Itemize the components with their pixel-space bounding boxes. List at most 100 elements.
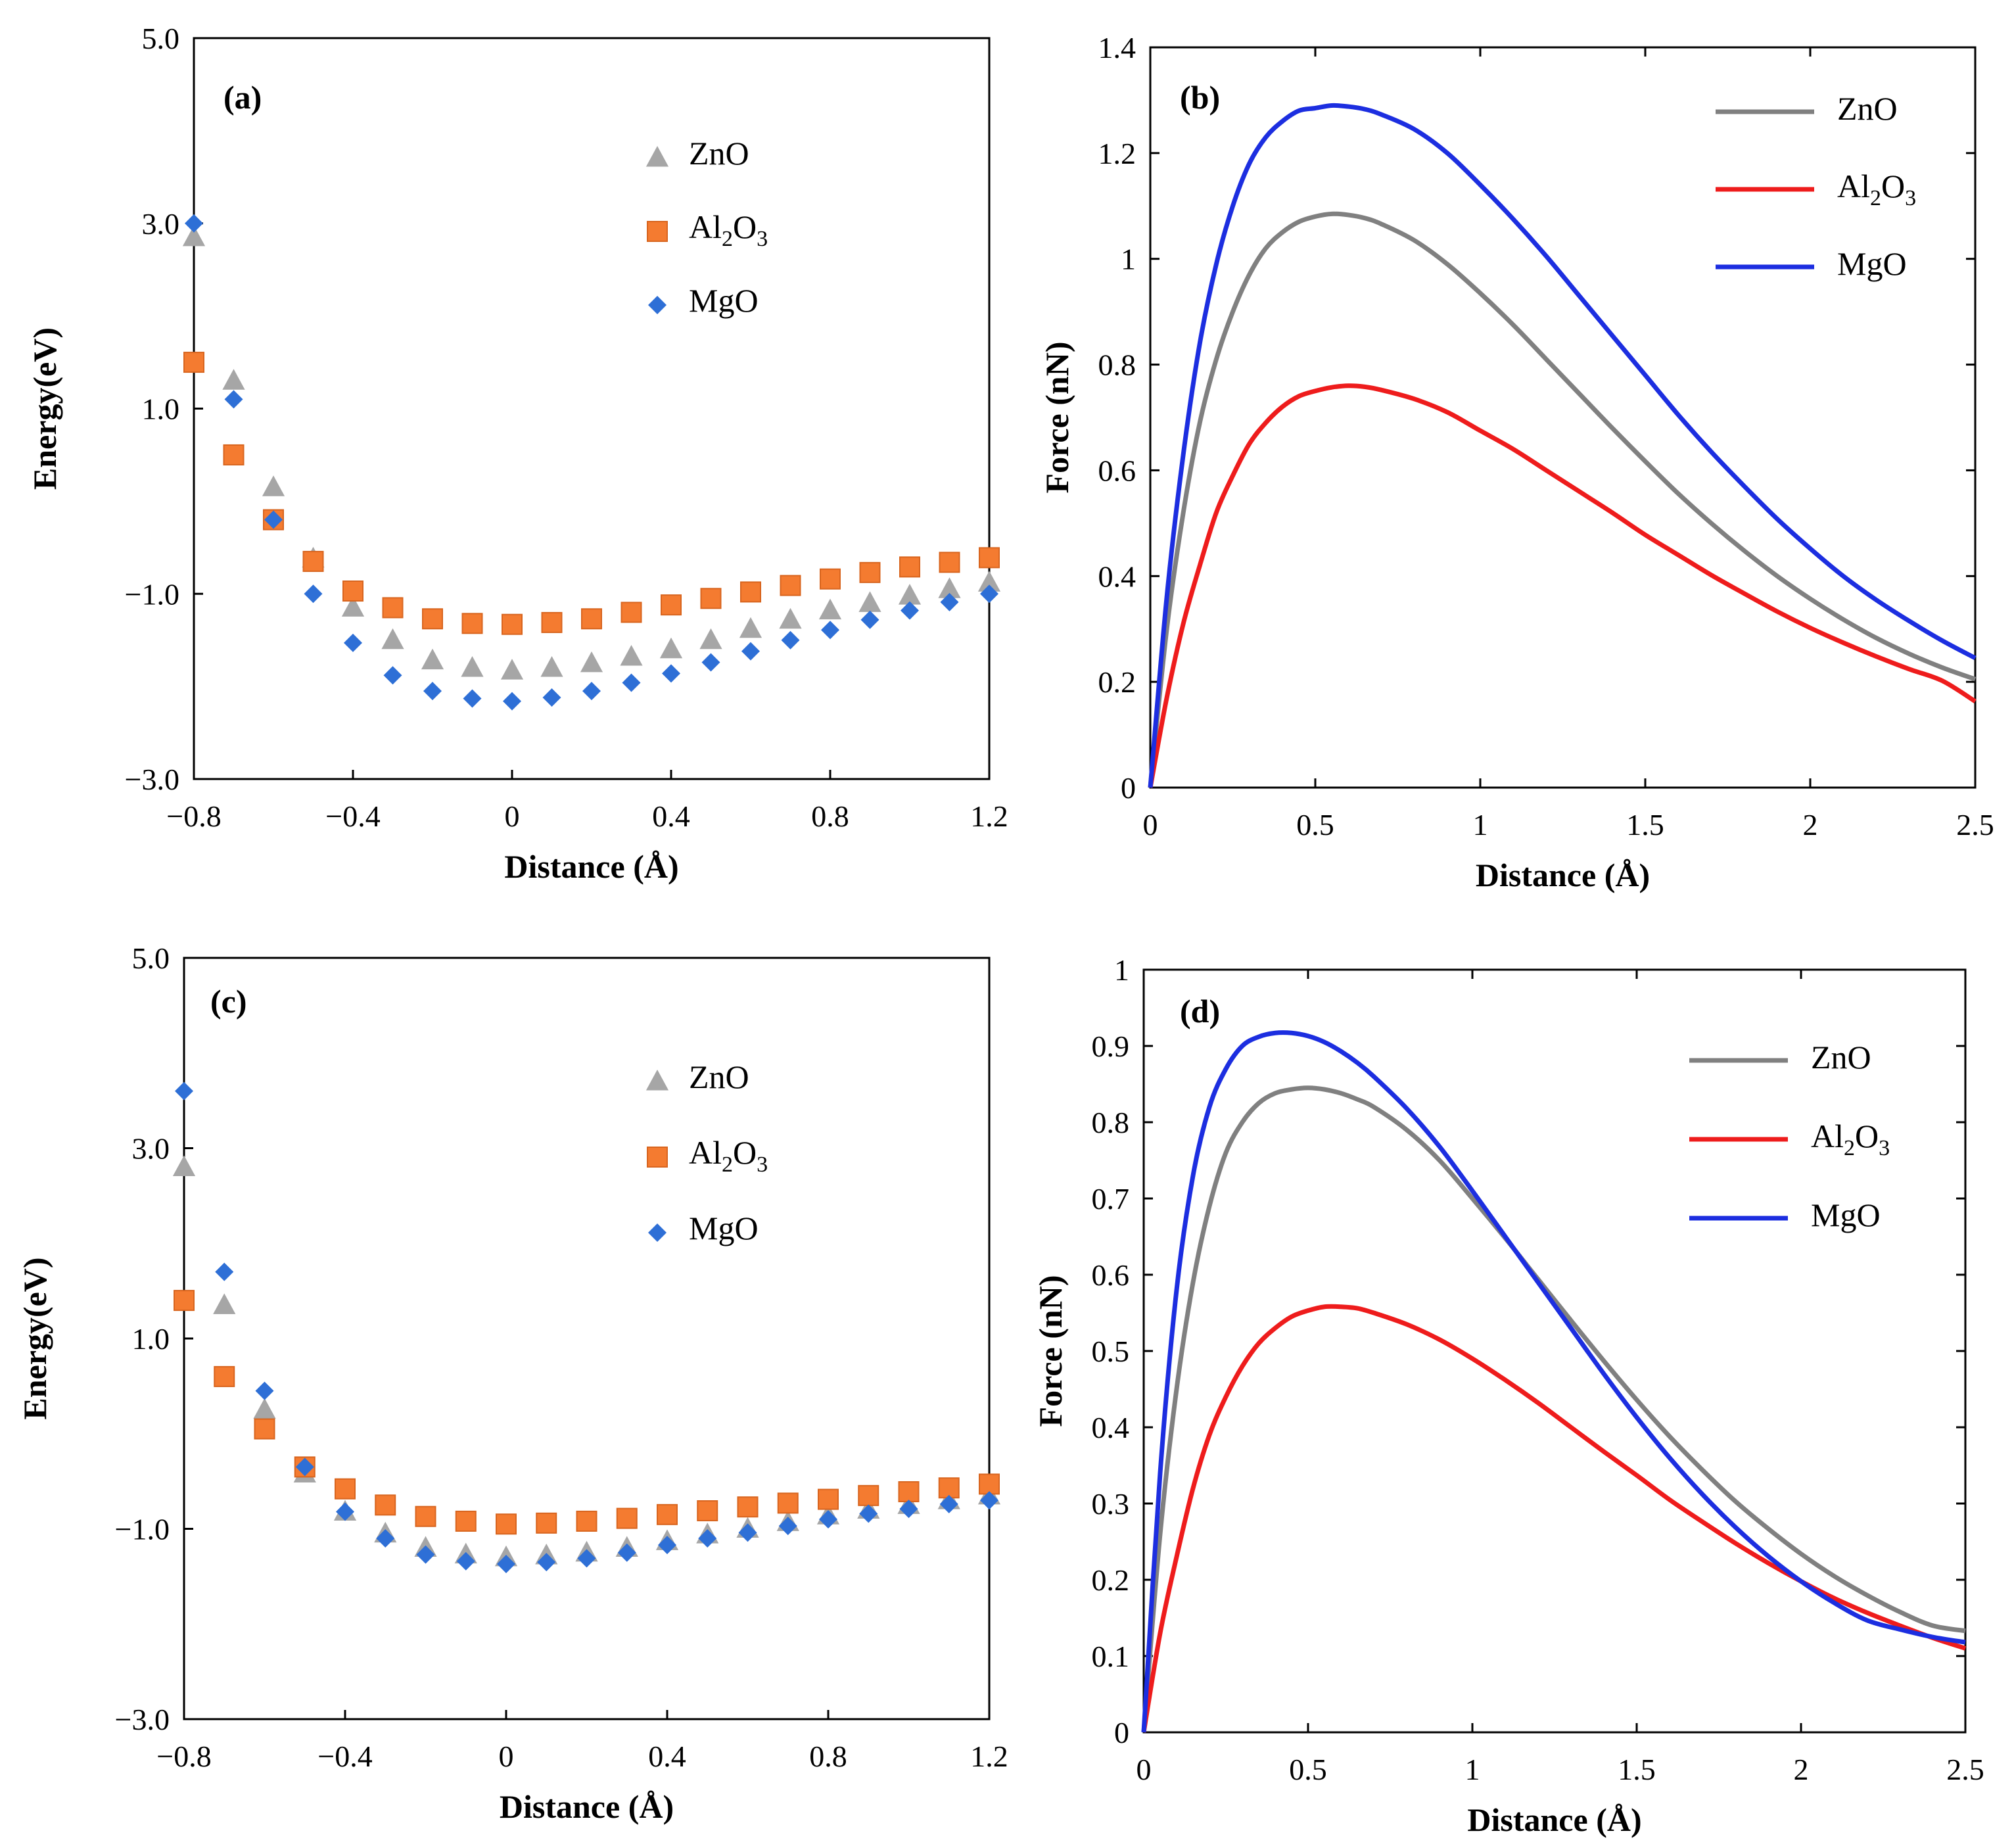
data-point <box>421 648 444 670</box>
y-tick-label: 3.0 <box>132 1132 170 1166</box>
y-tick-label: 0 <box>1121 771 1136 805</box>
data-point <box>657 1504 678 1525</box>
data-point <box>741 642 760 661</box>
plot-frame <box>1149 46 1977 789</box>
data-point <box>537 1553 556 1572</box>
series-line <box>1148 383 1977 788</box>
data-point <box>701 653 720 672</box>
series-zno <box>1148 211 1977 788</box>
y-tick-label: 3.0 <box>142 207 180 241</box>
data-point <box>182 225 206 247</box>
legend-entry-mgo: MgO <box>1689 1196 1881 1233</box>
y-tick-label: 0.8 <box>1092 1106 1130 1139</box>
data-point <box>541 611 563 633</box>
data-point <box>422 608 443 630</box>
data-point <box>542 688 561 707</box>
data-point <box>335 1478 356 1500</box>
series-al2o3 <box>1148 383 1977 788</box>
data-point <box>622 673 641 692</box>
data-point <box>700 588 722 609</box>
x-tick-label: −0.4 <box>325 799 380 833</box>
data-point <box>302 550 324 572</box>
data-point <box>939 552 960 573</box>
data-point <box>859 1504 878 1523</box>
series-line <box>1141 1030 1966 1733</box>
data-point <box>778 1517 797 1536</box>
x-axis-title: Distance (Å) <box>1476 857 1650 893</box>
data-point <box>740 581 761 603</box>
data-point <box>819 1510 837 1529</box>
data-point <box>500 659 524 680</box>
data-point <box>496 1513 517 1535</box>
data-point <box>540 655 563 677</box>
panel-label: (d) <box>1180 993 1220 1030</box>
data-point <box>185 214 203 233</box>
x-tick-label: 2.5 <box>1956 808 1994 841</box>
x-tick-label: 1.2 <box>970 799 1008 833</box>
series-mgo <box>1148 103 1977 788</box>
legend-entry-al2o3: Al2O3 <box>647 1134 768 1177</box>
y-tick-label: 0.2 <box>1092 1563 1130 1597</box>
legend-marker <box>647 1147 668 1168</box>
data-point <box>858 591 881 612</box>
y-tick-label: 1 <box>1121 243 1136 276</box>
x-tick-label: 1 <box>1473 808 1488 841</box>
series-line <box>1141 1304 1967 1733</box>
legend-marker <box>645 1070 669 1091</box>
y-tick-label: −1.0 <box>115 1513 170 1546</box>
data-point <box>737 1496 759 1518</box>
data-point <box>780 575 801 596</box>
legend-label: MgO <box>689 1210 759 1246</box>
legend-label: Al2O3 <box>689 208 768 251</box>
x-tick-label: 0 <box>499 1740 514 1773</box>
series-zno <box>1141 1085 1966 1733</box>
x-tick-label: 1.5 <box>1618 1753 1656 1786</box>
panel-label: (b) <box>1180 79 1220 116</box>
data-point <box>699 628 722 650</box>
legend-label: Al2O3 <box>1811 1118 1890 1160</box>
data-point <box>818 598 842 620</box>
data-point <box>820 568 841 590</box>
panel-label: (a) <box>223 79 262 116</box>
legend-label: ZnO <box>689 1058 749 1095</box>
data-point <box>616 1507 638 1529</box>
legend-marker <box>645 146 669 167</box>
data-point <box>416 1545 435 1564</box>
data-point <box>777 1492 799 1514</box>
y-tick-label: 1.4 <box>1098 31 1136 64</box>
data-point <box>461 613 483 634</box>
data-point <box>255 1381 274 1400</box>
data-point <box>215 1262 234 1281</box>
legend-label: MgO <box>689 282 759 319</box>
y-axis-title: Force (nN) <box>1032 1275 1069 1427</box>
data-point <box>336 1502 354 1521</box>
data-point <box>980 1491 998 1510</box>
x-tick-label: 0.5 <box>1296 808 1334 841</box>
data-point <box>901 601 919 620</box>
legend-entry-zno: ZnO <box>645 135 749 172</box>
data-point <box>503 692 521 711</box>
data-point <box>938 577 961 598</box>
panel-label: (c) <box>210 983 247 1020</box>
data-point <box>172 1155 196 1176</box>
x-tick-label: 1.2 <box>970 1740 1008 1773</box>
data-point <box>977 571 1001 592</box>
y-tick-label: 1.2 <box>1098 137 1136 170</box>
data-point <box>264 510 283 529</box>
data-point <box>818 1488 839 1510</box>
legend-entry-zno: ZnO <box>645 1058 749 1095</box>
y-axis-title: Energy(eV) <box>26 327 63 490</box>
y-tick-label: 0.2 <box>1098 665 1136 699</box>
legend-entry-al2o3: Al2O3 <box>1716 168 1916 210</box>
legend-label: Al2O3 <box>689 1134 768 1177</box>
legend-label: ZnO <box>1837 90 1898 127</box>
panel-d: 0 0.5 1 1.5 2 2.5 0 0.1 0.2 0.3 0.4 0.5 0.6 0.7 0.8 0.9… <box>1032 953 1984 1838</box>
data-point <box>376 1528 395 1548</box>
data-point <box>224 390 243 409</box>
data-point <box>174 1290 195 1312</box>
data-point <box>940 592 959 611</box>
y-tick-label: 0.8 <box>1098 348 1136 382</box>
y-tick-label: 1 <box>1114 953 1129 987</box>
y-tick-label: −1.0 <box>125 577 179 611</box>
